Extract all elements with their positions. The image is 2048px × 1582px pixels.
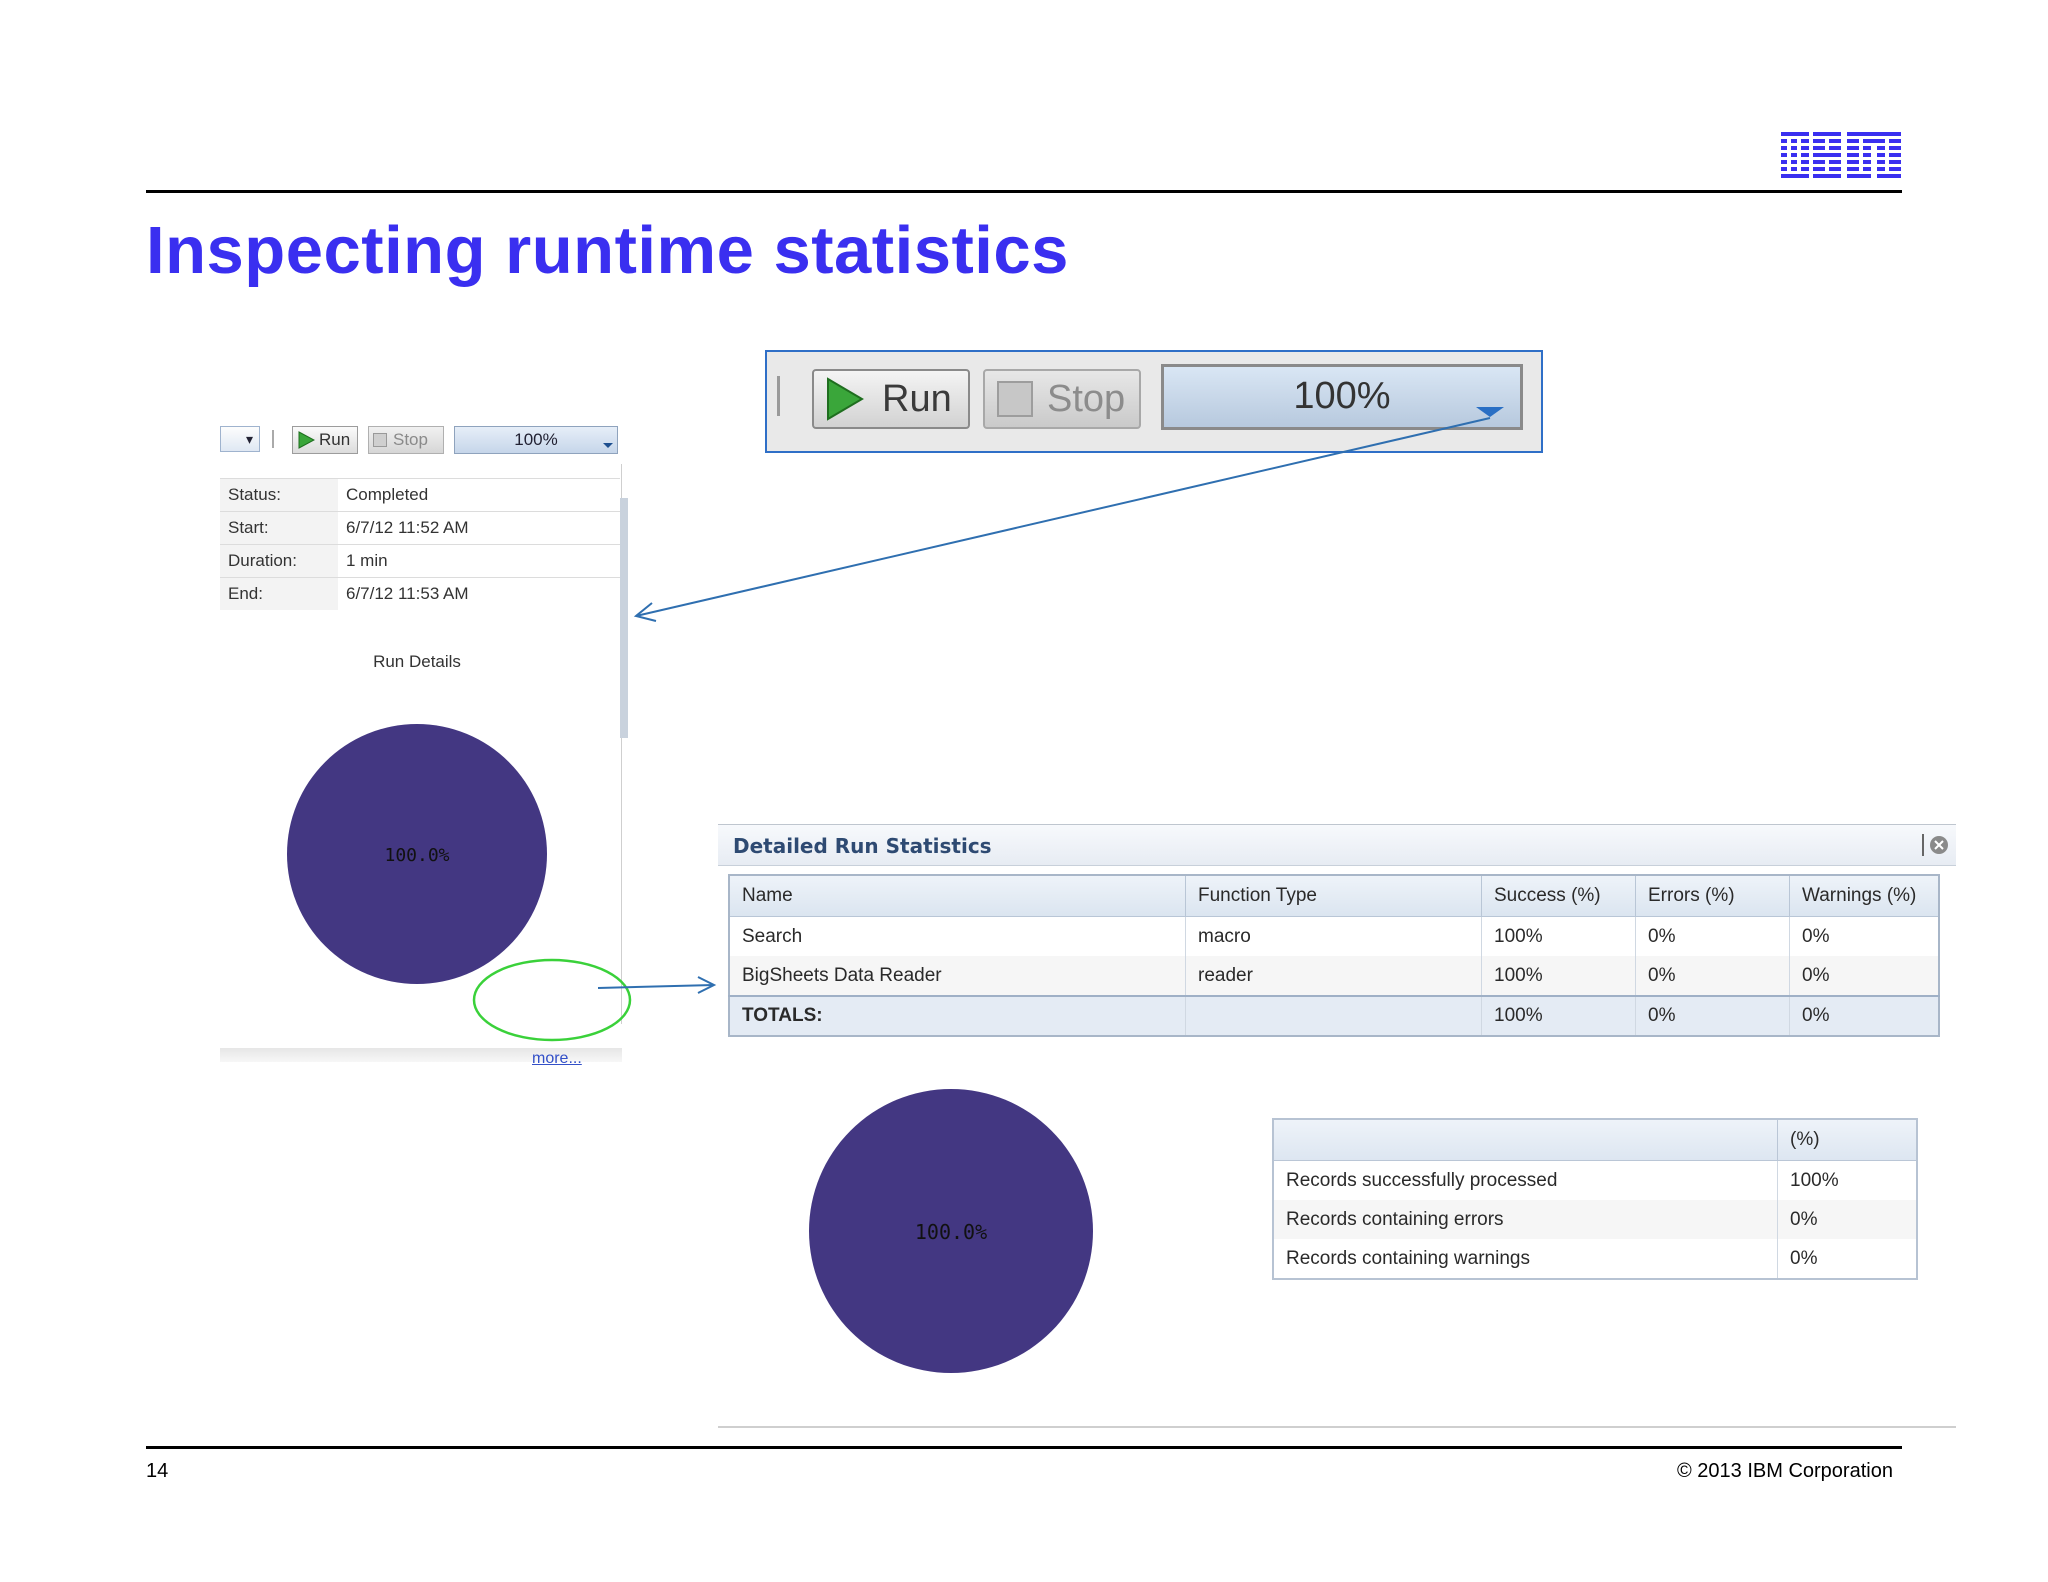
run-status-panel: ▾ Run Stop 100% Status: Completed Start:… [220,420,628,1067]
records-value: 100% [1777,1160,1917,1200]
stop-label: Stop [393,430,428,449]
records-value: 0% [1777,1239,1917,1279]
arrowhead [633,602,657,622]
records-label: Records containing warnings [1272,1239,1778,1279]
records-row: Records successfully processed 100% [1272,1160,1917,1200]
chevron-down-icon [1476,407,1504,417]
progress-dropdown-zoomed[interactable]: 100% [1161,364,1523,430]
cell-success: 100% [1481,956,1636,996]
end-key: End: [220,577,338,610]
chevron-down-icon [603,443,613,448]
close-icon[interactable] [1922,832,1950,858]
table-row[interactable]: Search macro 100% 0% 0% [728,916,1939,956]
records-table: (%) Records successfully processed 100% … [1272,1118,1918,1280]
panel-header: Detailed Run Statistics [718,825,1956,866]
totals-warnings: 0% [1789,995,1939,1036]
slide-title: Inspecting runtime statistics [146,213,1069,288]
duration-row: Duration: 1 min [220,544,620,578]
cell-success: 100% [1481,916,1636,956]
table-header-row: Name Function Type Success (%) Errors (%… [728,874,1940,917]
col-success[interactable]: Success (%) [1481,874,1636,917]
pie-slice [809,1089,1093,1373]
records-col-label [1272,1118,1778,1161]
page-number: 14 [146,1460,169,1482]
run-status-table: Status: Completed Start: 6/7/12 11:52 AM… [220,478,620,610]
run-details-heading: Run Details [373,652,461,671]
records-col-percent: (%) [1777,1118,1918,1161]
run-label: Run [319,430,351,449]
cell-function-type: reader [1185,956,1482,996]
cell-warnings: 0% [1789,956,1939,996]
progress-dropdown[interactable]: 100% [454,426,618,454]
records-row: Records containing warnings 0% [1272,1239,1917,1279]
status-row: Status: Completed [220,478,620,512]
cell-function-type: macro [1185,916,1482,956]
start-row: Start: 6/7/12 11:52 AM [220,511,620,545]
duration-key: Duration: [220,544,338,578]
stop-label: Stop [1047,377,1126,420]
run-pie-chart: 100.0% [287,724,547,984]
pie-slice [287,724,547,984]
panel-toolbar: ▾ Run Stop 100% [220,420,626,464]
table-row[interactable]: BigSheets Data Reader reader 100% 0% 0% [728,956,1939,996]
cell-name: BigSheets Data Reader [728,956,1186,996]
play-icon [827,377,864,421]
copyright: © 2013 IBM Corporation [1677,1460,1893,1482]
header-rule [146,190,1902,193]
cell-errors: 0% [1635,916,1790,956]
highlight-ellipse [472,958,632,1042]
progress-label: 100% [514,430,558,449]
totals-row: TOTALS: 100% 0% 0% [728,995,1939,1036]
totals-function-type [1185,995,1482,1036]
pie-label: 100.0% [915,1220,987,1244]
stop-button-zoomed[interactable]: Stop [983,369,1141,429]
play-icon [298,431,315,449]
zoomed-toolbar: Run Stop 100% [765,350,1543,453]
more-link[interactable]: more... [532,1050,582,1067]
duration-value: 1 min [338,544,620,578]
col-warnings[interactable]: Warnings (%) [1789,874,1940,917]
toolbar-dropdown[interactable]: ▾ [220,426,260,452]
arrowhead [697,976,717,994]
records-header-row: (%) [1272,1118,1918,1161]
run-status-popup: Status: Completed Start: 6/7/12 11:52 AM… [220,464,622,1067]
scrollbar[interactable] [620,498,628,738]
cell-name: Search [728,916,1186,956]
run-button[interactable]: Run [292,426,358,454]
toolbar-separator [272,430,274,448]
footer-rule [146,1446,1902,1449]
ibm-logo [1781,132,1901,178]
totals-errors: 0% [1635,995,1790,1036]
pie-label: 100.0% [384,845,449,866]
start-value: 6/7/12 11:52 AM [338,511,620,545]
cell-warnings: 0% [1789,916,1939,956]
toolbar-separator [777,376,780,416]
col-errors[interactable]: Errors (%) [1635,874,1790,917]
cell-errors: 0% [1635,956,1790,996]
panel-footer-bar [220,1048,622,1062]
panel-title: Detailed Run Statistics [733,834,992,858]
end-row: End: 6/7/12 11:53 AM [220,577,620,610]
stop-icon [373,433,387,447]
status-value: Completed [338,478,620,512]
col-name[interactable]: Name [728,874,1186,917]
run-button-zoomed[interactable]: Run [812,369,970,429]
totals-success: 100% [1481,995,1636,1036]
stop-button[interactable]: Stop [368,426,444,454]
start-key: Start: [220,511,338,545]
stop-icon [997,381,1033,417]
records-label: Records successfully processed [1272,1160,1778,1200]
records-pie-chart: 100.0% [809,1089,1093,1373]
run-label: Run [882,377,952,420]
end-value: 6/7/12 11:53 AM [338,577,620,610]
status-key: Status: [220,478,338,512]
run-statistics-table: Name Function Type Success (%) Errors (%… [728,874,1940,1037]
records-label: Records containing errors [1272,1200,1778,1239]
col-function-type[interactable]: Function Type [1185,874,1482,917]
totals-label: TOTALS: [728,995,1186,1036]
records-row: Records containing errors 0% [1272,1200,1917,1239]
records-value: 0% [1777,1200,1917,1239]
progress-label: 100% [1293,375,1391,417]
